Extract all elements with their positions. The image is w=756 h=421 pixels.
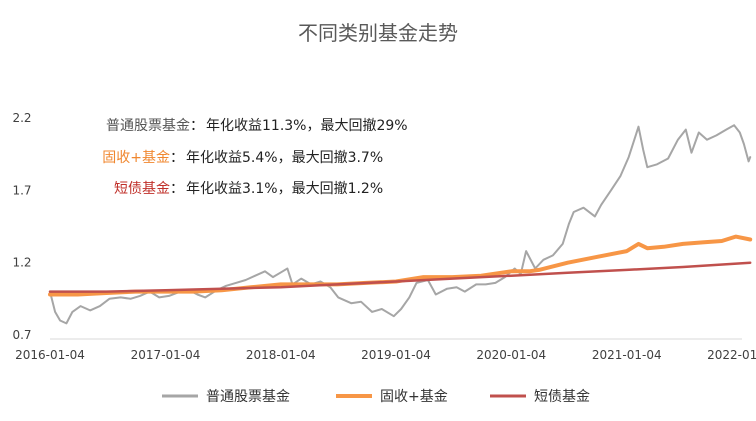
x-tick-label: 2017-01-04	[131, 348, 201, 362]
x-tick-label: 2021-01-04	[592, 348, 662, 362]
legend-label: 固收+基金	[380, 388, 448, 405]
x-tick-label: 2020-01-04	[476, 348, 546, 362]
x-tick-label: 2019-01-04	[361, 348, 431, 362]
annotation-separator: ：	[170, 150, 184, 166]
annotation-separator: ：	[190, 118, 204, 134]
y-tick-label: 1.7	[12, 183, 31, 197]
annotation-text: 年化收益11.3%，最大回撤29%	[206, 118, 408, 134]
x-tick-label: 2018-01-04	[246, 348, 316, 362]
annotation-name: 普通股票基金	[106, 117, 190, 134]
annotation-text: 年化收益5.4%，最大回撤3.7%	[186, 150, 383, 166]
series-line-2	[48, 234, 753, 297]
y-tick-label: 2.2	[12, 111, 31, 125]
annotation-text: 年化收益3.1%，最大回撤1.2%	[186, 181, 383, 197]
legend: 普通股票基金 固收+基金 短债基金	[162, 388, 590, 405]
annotation-name: 固收+基金	[102, 149, 170, 166]
legend-label: 普通股票基金	[206, 388, 290, 405]
series-line-1	[49, 124, 752, 325]
y-tick-label: 1.2	[12, 256, 31, 270]
series-layer	[48, 124, 753, 325]
y-axis-ticks: 0.7 1.2 1.7 2.2	[12, 111, 31, 342]
legend-label: 短债基金	[534, 388, 590, 405]
chart-title: 不同类别基金走势	[298, 21, 458, 45]
annotation-name: 短债基金	[114, 180, 170, 197]
annotation-layer: 普通股票基金：年化收益11.3%，最大回撤29%固收+基金：年化收益5.4%，最…	[102, 117, 407, 197]
series-line-3	[48, 261, 752, 293]
x-tick-label: 2016-01-04	[15, 348, 85, 362]
x-tick-label: 2022-01-04	[707, 348, 756, 362]
x-axis-ticks: 2016-01-04 2017-01-04 2018-01-04 2019-01-04…	[15, 348, 756, 362]
annotation-separator: ：	[170, 181, 184, 197]
y-tick-label: 0.7	[12, 328, 31, 342]
